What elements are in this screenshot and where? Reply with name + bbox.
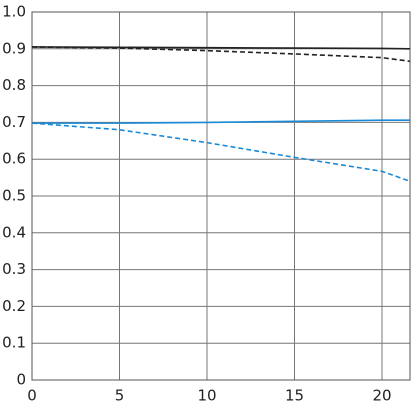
x-tick-label: 15 [285,387,304,405]
x-tick-label: 20 [372,387,391,405]
y-tick-label: 0.1 [2,334,26,352]
y-tick-label: 0.6 [2,150,26,168]
x-tick-label: 5 [115,387,125,405]
x-tick-label: 10 [197,387,216,405]
y-tick-label: 1.0 [2,3,26,21]
series-line [32,119,410,124]
series-line [31,46,411,63]
plot-frame [31,11,411,381]
y-tick-label: 0.7 [2,113,26,131]
y-tick-label: 0.4 [2,223,26,241]
y-tick-label: 0.8 [2,76,26,94]
y-tick-label: 0.9 [2,39,26,57]
y-tick-label: 0 [16,371,26,389]
series-line [31,122,411,183]
y-tick-label: 0.3 [2,260,26,278]
y-tick-label: 0.5 [2,187,26,205]
x-tick-label: 0 [27,387,37,405]
y-tick-label: 0.2 [2,297,26,315]
